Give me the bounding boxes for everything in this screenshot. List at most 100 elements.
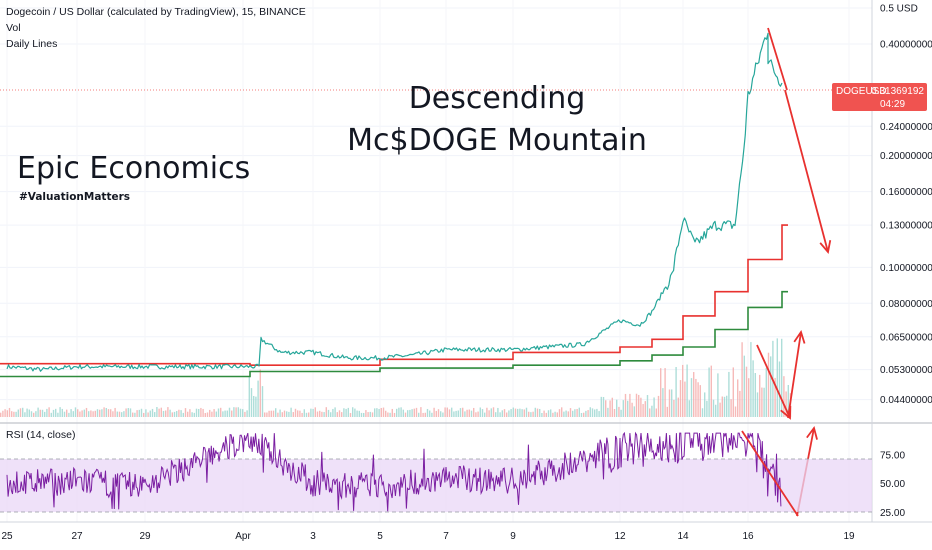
- volume-bar: [110, 409, 112, 417]
- volume-bar: [433, 407, 435, 417]
- volume-bar: [677, 397, 679, 417]
- volume-bar: [72, 411, 74, 417]
- volume-bar: [763, 387, 765, 417]
- volume-bar: [242, 409, 244, 417]
- volume-bar: [589, 407, 591, 417]
- hashtag-text: #ValuationMatters: [19, 191, 130, 203]
- price-tick-label: 0.5 USD: [880, 4, 918, 15]
- volume-bar: [103, 407, 105, 417]
- volume-bar: [202, 408, 204, 417]
- volume-bar: [712, 399, 715, 417]
- daily-lines-legend[interactable]: Daily Lines: [6, 38, 58, 50]
- volume-bar: [536, 408, 539, 417]
- volume-bar: [213, 409, 215, 417]
- volume-bar: [162, 410, 165, 417]
- volume-bar: [365, 410, 367, 417]
- price-series: [6, 32, 783, 372]
- daily-line-lower: [0, 290, 788, 378]
- volume-bar: [708, 367, 710, 417]
- volume-bar: [466, 409, 468, 417]
- rsi-legend[interactable]: RSI (14, close): [6, 429, 76, 441]
- volume-bar: [118, 411, 121, 417]
- volume-bar: [748, 378, 750, 417]
- volume-bar: [607, 407, 609, 417]
- volume-bar: [17, 409, 19, 417]
- volume-bar: [774, 377, 776, 417]
- volume-bar: [655, 408, 657, 417]
- volume-bar: [668, 389, 671, 417]
- volume-bar: [312, 408, 314, 417]
- volume-bar: [642, 404, 644, 417]
- volume-bar: [13, 411, 15, 417]
- time-tick-label: 14: [677, 531, 689, 542]
- volume-bar: [492, 407, 495, 417]
- volume-bar: [715, 404, 717, 417]
- volume-bar: [48, 407, 50, 417]
- volume-bar: [57, 412, 59, 417]
- volume-bar: [19, 408, 22, 417]
- volume-bar: [723, 396, 726, 417]
- volume-bar: [627, 400, 629, 417]
- volume-bar: [385, 410, 387, 417]
- volume-bar: [512, 407, 514, 417]
- volume-bar: [649, 408, 651, 417]
- volume-bar: [314, 407, 316, 417]
- volume-bar: [121, 412, 123, 417]
- volume-bar: [321, 411, 323, 417]
- volume-bar: [237, 407, 239, 417]
- rsi-rebound-arrow-head: [806, 425, 818, 440]
- volume-bar: [787, 384, 789, 417]
- volume-bar: [77, 409, 79, 417]
- vol-legend[interactable]: Vol: [6, 22, 21, 34]
- volume-bar: [61, 408, 63, 417]
- time-axis-labels: 25 27 29 Apr 3 5 7 9 12 14 16 19: [1, 531, 855, 542]
- volume-bar: [413, 408, 415, 417]
- price-tick-label: 0.04400000: [880, 395, 932, 406]
- price-tag-symbol: DOGEUSD: [836, 86, 887, 97]
- time-tick-label: 25: [1, 531, 13, 542]
- price-line: [6, 32, 783, 372]
- volume-bar: [442, 412, 444, 417]
- volume-bar: [347, 407, 349, 417]
- volume-bar: [455, 410, 457, 417]
- volume-bar: [675, 367, 677, 417]
- volume-bar: [598, 411, 600, 417]
- volume-bar: [371, 412, 374, 417]
- volume-bar: [310, 408, 312, 417]
- volume-bar: [464, 411, 466, 417]
- volume-bar: [123, 411, 125, 417]
- volume-bar: [495, 412, 497, 417]
- rsi-series: [6, 431, 782, 512]
- volume-bar: [250, 388, 253, 417]
- volume-bar: [68, 412, 70, 417]
- volume-bar: [173, 411, 176, 417]
- volume-bar: [292, 412, 294, 417]
- volume-bar: [81, 410, 83, 417]
- price-tick-label: 0.13000000: [880, 221, 932, 232]
- volume-bar: [132, 412, 134, 417]
- volume-bar: [686, 364, 688, 417]
- volume-bar: [580, 412, 583, 417]
- volume-bar: [398, 407, 400, 417]
- volume-bar: [506, 412, 508, 417]
- volume-bar: [556, 412, 558, 417]
- volume-bar: [717, 373, 719, 417]
- volume-bar: [503, 409, 506, 417]
- descending-arrow: [784, 89, 829, 253]
- time-tick-label: 7: [443, 531, 449, 542]
- volume-bar: [767, 352, 770, 417]
- volume-bar: [30, 411, 33, 417]
- volume-bar: [382, 407, 385, 417]
- price-tag-price: 0.31369192: [871, 86, 924, 97]
- volume-bar: [358, 410, 360, 417]
- volume-bar: [457, 410, 459, 417]
- volume-bar: [83, 409, 85, 417]
- volume-bar: [613, 408, 616, 417]
- volume-bar: [281, 412, 283, 417]
- volume-bar: [671, 389, 673, 417]
- volume-bar: [563, 411, 565, 417]
- peak-trendline: [767, 27, 788, 91]
- price-tick-label: 0.08000000: [880, 299, 932, 310]
- volume-bar: [279, 409, 281, 417]
